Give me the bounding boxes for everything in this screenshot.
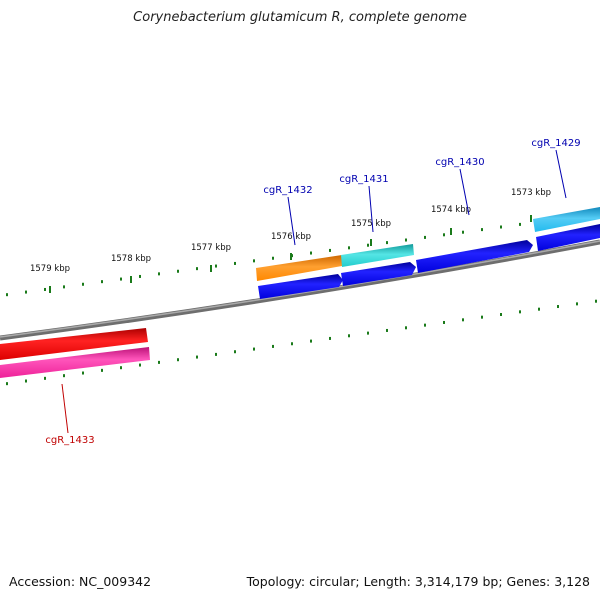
gene-label-layer: cgR_1429 cgR_1430 cgR_1431 cgR_1432 cgR_1433 [45, 138, 580, 446]
tick-dot [101, 368, 103, 372]
tick-dot [44, 376, 46, 380]
accession-label: Accession: NC_009342 [9, 574, 152, 589]
tick-dot [139, 363, 141, 367]
gene-label-cgR_1431[interactable]: cgR_1431 [339, 174, 388, 185]
tick-dot [120, 277, 122, 281]
cds-arrow-3[interactable] [416, 240, 533, 273]
tick-dot [557, 305, 559, 309]
tick-dot [253, 347, 255, 351]
tick-dot [177, 269, 179, 273]
tick-dot [196, 267, 198, 271]
tick-dot [424, 323, 426, 327]
tick-dot [177, 358, 179, 362]
tick-dot [595, 299, 597, 303]
tick-dot [158, 360, 160, 364]
tick-dot [424, 235, 426, 239]
tick-dot [25, 290, 27, 294]
tick-dot [462, 318, 464, 322]
tick-dot [481, 315, 483, 319]
tick-dot [576, 302, 578, 306]
tick-dot [443, 233, 445, 237]
tick-dot [386, 241, 388, 245]
cds-arrow-1[interactable] [258, 274, 343, 299]
genome-backbone-highlight [0, 240, 600, 338]
tick-dot [348, 334, 350, 338]
gene-leader-cgR_1431 [368, 185, 374, 233]
gene-red-feature[interactable] [0, 328, 148, 360]
tick-dot [329, 336, 331, 340]
tick-dot [519, 310, 521, 314]
tick-dot [272, 256, 274, 260]
cds-arrow-2[interactable] [341, 262, 416, 286]
tick-dot [538, 307, 540, 311]
tick-dot [310, 339, 312, 343]
tick-label-1578: 1578 kbp [111, 254, 151, 264]
tick-dot [462, 230, 464, 234]
tick-dot [215, 352, 217, 356]
gene-cgR_1433-feature[interactable] [0, 347, 150, 378]
tick-dot [329, 248, 331, 252]
tick-dot [405, 238, 407, 242]
tick-label-1573: 1573 kbp [511, 188, 551, 198]
tick-layer: 1573 kbp 1574 kbp 1575 kbp 1576 kbp 1577 kbp… [30, 188, 551, 293]
cds-arrow-4[interactable] [536, 224, 600, 251]
tick-dot [481, 228, 483, 232]
genome-summary: Topology: circular; Length: 3,314,179 bp… [246, 574, 590, 589]
tick-dot [310, 251, 312, 255]
tick-dot [101, 280, 103, 284]
tick-dot [291, 342, 293, 346]
tick-dot [348, 246, 350, 250]
gene-label-cgR_1429[interactable]: cgR_1429 [531, 138, 580, 149]
tick-dot [519, 222, 521, 226]
tick-dot [6, 293, 8, 297]
tick-dot [405, 326, 407, 330]
tick-dot [63, 374, 65, 378]
tick-dot [253, 259, 255, 263]
tick-dot [234, 261, 236, 265]
tick-dot [158, 272, 160, 276]
gene-cgR_1429-feature[interactable] [533, 207, 600, 232]
gene-cgR_1431-feature[interactable] [341, 244, 414, 267]
tick-dot [234, 350, 236, 354]
genome-backbone [0, 239, 600, 341]
tick-label-1574: 1574 kbp [431, 205, 471, 215]
page-title: Corynebacterium glutamicum R, complete g… [133, 10, 467, 25]
tick-dot [500, 313, 502, 316]
tick-dot [120, 366, 122, 370]
tick-dot [82, 371, 84, 375]
tick-label-1579: 1579 kbp [30, 264, 70, 274]
gene-label-cgR_1430[interactable]: cgR_1430 [435, 157, 484, 168]
tick-dot [272, 344, 274, 348]
tick-dot [367, 331, 369, 335]
tick-dot [367, 243, 369, 247]
tick-dot [25, 379, 27, 383]
gene-leader-cgR_1429 [555, 149, 567, 199]
gene-cgR_1432-feature[interactable] [256, 255, 342, 281]
tick-dot [500, 225, 502, 229]
tick-dot [44, 287, 46, 291]
gene-label-cgR_1432[interactable]: cgR_1432 [263, 185, 312, 196]
tick-label-1575: 1575 kbp [351, 219, 391, 229]
tick-label-1576: 1576 kbp [271, 232, 311, 242]
gene-leader-cgR_1430 [459, 168, 470, 216]
tick-dot [82, 282, 84, 286]
tick-label-1577: 1577 kbp [191, 243, 231, 253]
tick-dot [63, 285, 65, 289]
gene-label-cgR_1433[interactable]: cgR_1433 [45, 435, 94, 446]
tick-dot [443, 320, 445, 324]
tick-dot [139, 274, 141, 278]
tick-dot [386, 328, 388, 332]
tick-dot [6, 382, 8, 386]
tick-dot [196, 355, 198, 359]
gene-leader-cgR_1433 [61, 383, 69, 434]
tick-dots-lower [6, 299, 597, 386]
gene-leader-cgR_1432 [287, 196, 296, 246]
tick-dot [215, 264, 217, 268]
